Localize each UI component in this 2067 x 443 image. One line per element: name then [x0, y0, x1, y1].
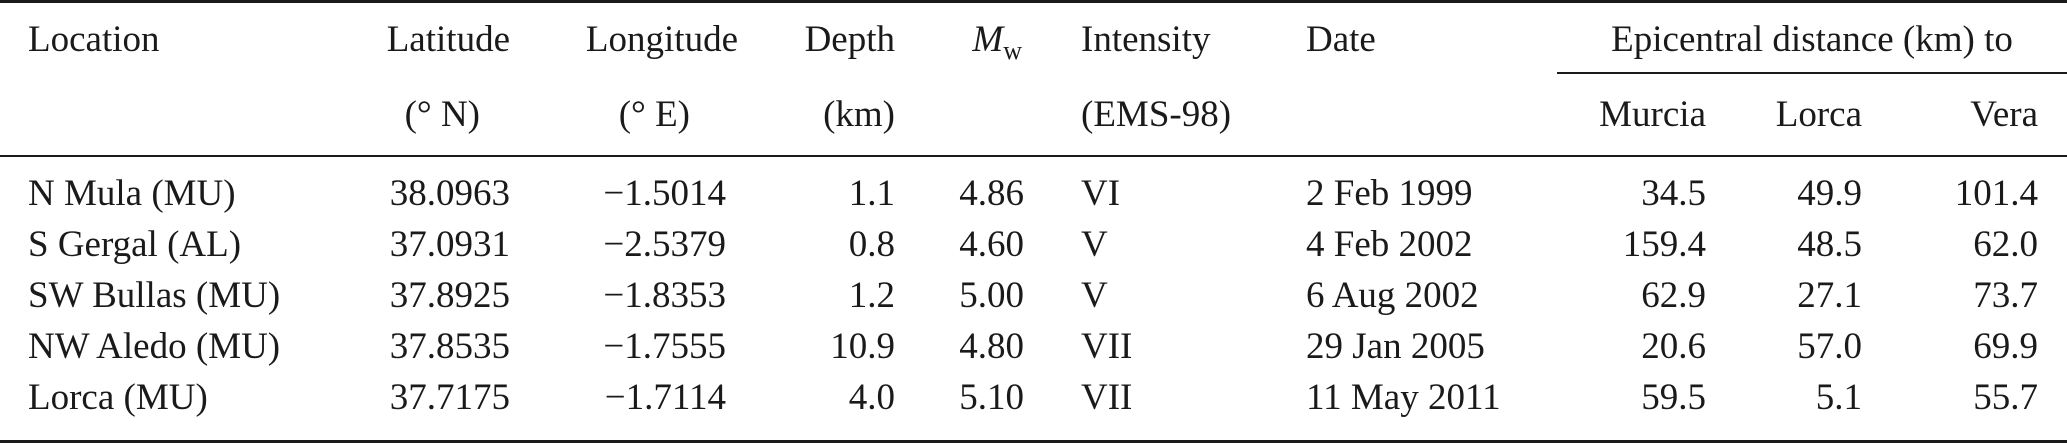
top-rule [0, 0, 2067, 3]
cell-date: 11 May 2011 [1306, 377, 1501, 418]
cell-mw: 4.86 [959, 173, 1024, 214]
header-location: Location [28, 19, 160, 60]
header-date: Date [1306, 19, 1376, 60]
cell-murcia: 59.5 [1641, 377, 1706, 418]
cell-location: Lorca (MU) [28, 377, 208, 418]
cell-date: 29 Jan 2005 [1306, 326, 1485, 367]
cell-intensity: VII [1081, 377, 1133, 418]
header-rule [0, 155, 2067, 157]
header-depth: Depth [804, 19, 895, 60]
cell-location: N Mula (MU) [28, 173, 236, 214]
cell-vera: 69.9 [1973, 326, 2038, 367]
cell-intensity: V [1081, 275, 1108, 316]
cell-date: 2 Feb 1999 [1306, 173, 1473, 214]
header-intensity: Intensity [1081, 19, 1211, 60]
header-vera: Vera [1970, 94, 2038, 135]
header-depth-unit: (km) [823, 94, 895, 135]
cell-location: S Gergal (AL) [28, 224, 242, 265]
cell-longitude: −1.8353 [603, 275, 726, 316]
header-murcia: Murcia [1599, 94, 1706, 135]
cell-lorca: 57.0 [1797, 326, 1862, 367]
header-latitude: Latitude [386, 19, 510, 60]
cell-date: 6 Aug 2002 [1306, 275, 1479, 316]
bottom-rule [0, 440, 2067, 443]
header-latitude-unit: (° N) [404, 94, 480, 135]
cell-latitude: 37.8535 [389, 326, 510, 367]
cell-longitude: −2.5379 [603, 224, 726, 265]
cell-depth: 10.9 [830, 326, 895, 367]
cell-lorca: 5.1 [1815, 377, 1862, 418]
cell-latitude: 37.8925 [389, 275, 510, 316]
cell-latitude: 37.0931 [389, 224, 510, 265]
cell-depth: 1.1 [848, 173, 895, 214]
header-mw: Mw [940, 18, 1022, 73]
cell-depth: 0.8 [848, 224, 895, 265]
cell-mw: 4.60 [959, 224, 1024, 265]
cell-vera: 73.7 [1973, 275, 2038, 316]
cell-longitude: −1.7555 [603, 326, 726, 367]
cell-murcia: 20.6 [1641, 326, 1706, 367]
cell-latitude: 38.0963 [389, 173, 510, 214]
cell-intensity: V [1081, 224, 1108, 265]
cell-date: 4 Feb 2002 [1306, 224, 1473, 265]
cell-lorca: 27.1 [1797, 275, 1862, 316]
cell-lorca: 48.5 [1797, 224, 1862, 265]
header-lorca: Lorca [1775, 94, 1862, 135]
cell-location: SW Bullas (MU) [28, 275, 281, 316]
cell-vera: 62.0 [1973, 224, 2038, 265]
cell-longitude: −1.7114 [604, 377, 726, 418]
cell-location: NW Aledo (MU) [28, 326, 281, 367]
cell-murcia: 62.9 [1641, 275, 1706, 316]
header-longitude-unit: (° E) [618, 94, 690, 135]
cell-lorca: 49.9 [1797, 173, 1862, 214]
header-intensity-unit: (EMS-98) [1081, 94, 1232, 135]
header-epicentral-distance: Epicentral distance (km) to [1611, 19, 2013, 60]
cell-vera: 55.7 [1973, 377, 2038, 418]
cell-murcia: 159.4 [1622, 224, 1706, 265]
cell-murcia: 34.5 [1641, 173, 1706, 214]
cell-depth: 1.2 [848, 275, 895, 316]
cell-intensity: VI [1081, 173, 1121, 214]
epicentral-group-rule [1557, 72, 2067, 74]
cell-latitude: 37.7175 [389, 377, 510, 418]
cell-mw: 5.10 [959, 377, 1024, 418]
header-mw-symbol: M [972, 19, 1004, 60]
cell-mw: 5.00 [959, 275, 1024, 316]
cell-depth: 4.0 [848, 377, 895, 418]
cell-vera: 101.4 [1954, 173, 2038, 214]
cell-mw: 4.80 [959, 326, 1024, 367]
header-mw-subscript: w [1003, 36, 1022, 65]
cell-intensity: VII [1081, 326, 1133, 367]
cell-longitude: −1.5014 [603, 173, 726, 214]
header-longitude: Longitude [585, 19, 738, 60]
